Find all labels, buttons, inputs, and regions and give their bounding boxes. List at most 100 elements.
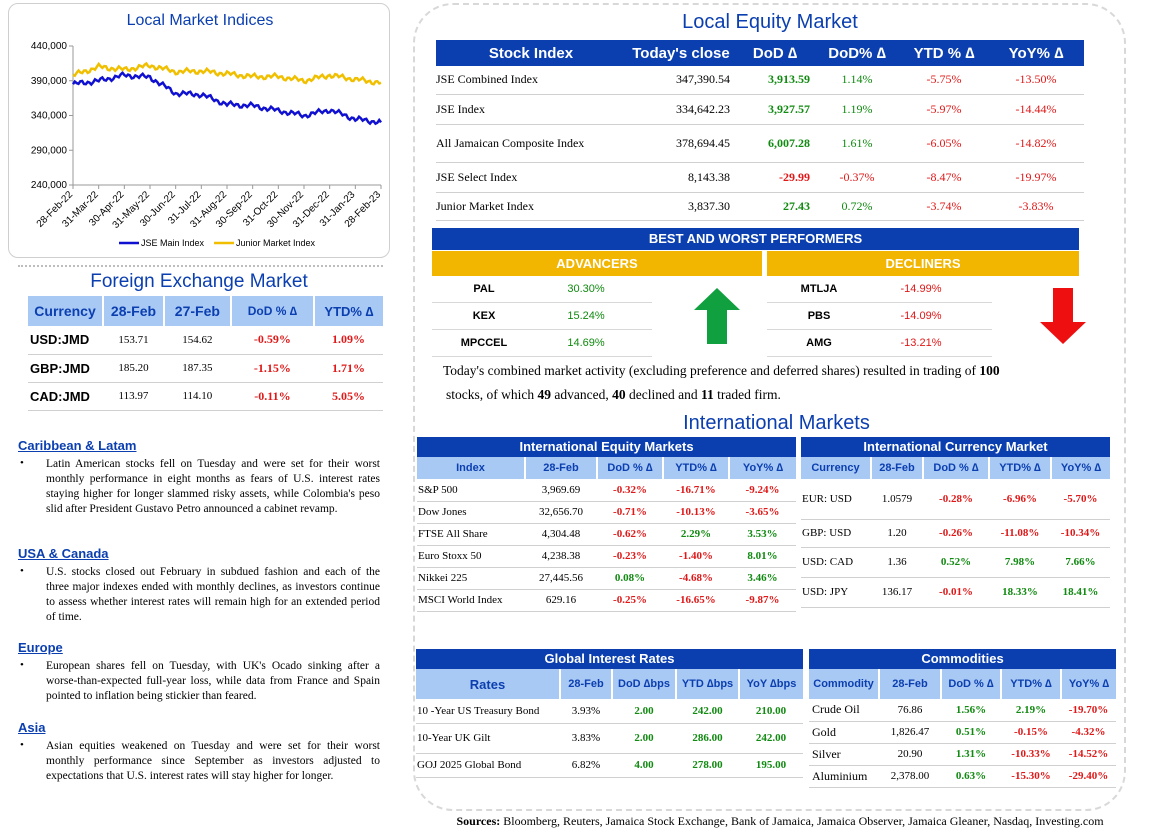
series-line-jse-main xyxy=(71,70,383,126)
rates-ytd: 242.00 xyxy=(676,699,739,724)
intl-currency-ytd: 18.33% xyxy=(989,577,1051,608)
news-bullet-row: • Asian equities weakened on Tuesday and … xyxy=(18,739,380,784)
intl-currency-dod: -0.26% xyxy=(923,519,989,548)
equity-ytd: -8.47% xyxy=(900,162,988,193)
rates-value: 3.83% xyxy=(560,723,612,754)
intl-currency-yoy: -5.70% xyxy=(1051,479,1110,520)
rates-ytd: 278.00 xyxy=(676,753,739,778)
rates-value: 3.93% xyxy=(560,699,612,724)
rates-header-rates: Rates xyxy=(416,669,561,699)
intl-currency-yoy: 7.66% xyxy=(1051,547,1110,578)
commodities-dod: 0.51% xyxy=(941,721,1001,744)
intl-currency-header-dod: DoD % ∆ xyxy=(923,457,990,479)
intl-equity-ytd: -10.13% xyxy=(663,501,729,524)
equity-dod: 6,007.28 xyxy=(736,124,814,163)
rates-table: Rates 28-Feb DoD ∆bps YTD ∆bps YoY ∆bps … xyxy=(416,669,803,778)
local-indices-panel: Local Market Indices 440,000 390,000 340,0… xyxy=(8,3,390,258)
commodities-value: 1,826.47 xyxy=(879,721,941,744)
equity-dodp: 1.14% xyxy=(814,66,900,95)
intl-equity-header-ytd: YTD% ∆ xyxy=(663,457,730,479)
intl-equity-yoy: 3.53% xyxy=(729,523,796,546)
news-heading[interactable]: Europe xyxy=(18,640,63,655)
intl-currency-table: Currency 28-Feb DoD % ∆ YTD% ∆ YoY% ∆ EU… xyxy=(801,457,1110,608)
commodities-value: 76.86 xyxy=(879,699,941,722)
commodities-dod: 1.56% xyxy=(941,699,1001,722)
news-heading[interactable]: USA & Canada xyxy=(18,546,109,561)
news-heading[interactable]: Asia xyxy=(18,720,46,735)
intl-currency-header-date: 28-Feb xyxy=(871,457,924,479)
equity-dod: 3,927.57 xyxy=(736,94,814,125)
intl-currency-name: USD: CAD xyxy=(801,547,871,578)
equity-header-ytd: YTD % ∆ xyxy=(913,44,975,62)
rates-dod: 2.00 xyxy=(612,699,676,724)
commodities-row: Silver 20.90 1.31% -10.33% -14.52% xyxy=(809,743,1116,766)
summary-text-1: Today's combined market activity (exclud… xyxy=(443,363,980,378)
intl-equity-header-dod: DoD % ∆ xyxy=(597,457,664,479)
intl-currency-title: International Currency Market xyxy=(801,437,1110,457)
commodities-header-dod: DoD % ∆ xyxy=(941,669,1002,699)
decliner-row: PBS -14.09% xyxy=(767,303,992,330)
decliners-list: MTLJA -14.99% PBS -14.09% AMG -13.21% xyxy=(767,276,992,357)
rates-value: 6.82% xyxy=(560,753,612,778)
intl-equity-header-index: Index xyxy=(417,457,526,479)
fx-row: CAD:JMD 113.97 114.10 -0.11% 5.05% xyxy=(28,382,383,410)
summary-text-5: traded firm. xyxy=(713,387,781,402)
summary-total: 100 xyxy=(979,363,1000,378)
intl-currency-value: 1.36 xyxy=(871,547,923,578)
decliner-symbol: AMG xyxy=(806,337,832,349)
equity-dod: 27.43 xyxy=(736,192,814,221)
advancers-list: PAL 30.30% KEX 15.24% MPCCEL 14.69% xyxy=(432,276,652,357)
fx-dod: -0.59% xyxy=(253,332,291,347)
equity-row: JSE Combined Index 347,390.54 3,913.59 1.14… xyxy=(436,66,1084,95)
fx-currency: GBP:JMD xyxy=(30,360,90,376)
market-summary: Today's combined market activity (exclud… xyxy=(440,359,1090,407)
commodities-name: Gold xyxy=(809,721,879,744)
intl-equity-dod: 0.08% xyxy=(597,567,663,590)
intl-equity-yoy: 3.46% xyxy=(729,567,796,590)
intl-equity-header-row: Index 28-Feb DoD % ∆ YTD% ∆ YoY% ∆ xyxy=(417,457,796,479)
up-arrow-icon xyxy=(694,288,740,344)
local-indices-chart: 440,000390,000340,000290,000240,00028-Fe… xyxy=(31,41,384,248)
commodities-name: Silver xyxy=(809,743,879,766)
decliner-row: MTLJA -14.99% xyxy=(767,276,992,303)
y-tick-label: 290,000 xyxy=(31,145,68,156)
intl-currency-header-ytd: YTD% ∆ xyxy=(989,457,1052,479)
intl-equity-ytd: -16.71% xyxy=(663,479,729,502)
commodities-yoy: -14.52% xyxy=(1061,743,1116,766)
equity-row: JSE Index 334,642.23 3,927.57 1.19% -5.97% -1… xyxy=(436,94,1084,125)
commodities-title: Commodities xyxy=(809,649,1116,669)
commodities-header-date: 28-Feb xyxy=(879,669,942,699)
equity-dodp: 1.61% xyxy=(814,124,900,163)
intl-equity-dod: -0.23% xyxy=(597,545,663,568)
fx-row: GBP:JMD 185.20 187.35 -1.15% 1.71% xyxy=(28,354,383,382)
intl-equity-yoy: -9.87% xyxy=(729,589,796,612)
summary-text-3: advanced, xyxy=(551,387,613,402)
advancer-row: MPCCEL 14.69% xyxy=(432,330,652,357)
summary-text-2: stocks, of which xyxy=(446,387,538,402)
fx-28feb: 153.71 xyxy=(118,333,149,346)
intl-currency-name: GBP: USD xyxy=(801,519,871,548)
decliners-label: DECLINERS xyxy=(767,251,1079,276)
commodities-yoy: -19.70% xyxy=(1061,699,1116,722)
summary-firm: 11 xyxy=(700,387,714,402)
news-body: U.S. stocks closed out February in subdu… xyxy=(46,566,380,623)
rates-dod: 4.00 xyxy=(612,753,676,778)
intl-currency-yoy: 18.41% xyxy=(1051,577,1110,608)
rates-header-ytd: YTD ∆bps xyxy=(676,669,740,699)
commodities-value: 2,378.00 xyxy=(879,765,941,788)
equity-header-dod: DoD ∆ xyxy=(752,44,798,62)
commodities-row: Crude Oil 76.86 1.56% 2.19% -19.70% xyxy=(809,699,1116,722)
fx-28feb: 113.97 xyxy=(118,390,149,402)
rates-row: GOJ 2025 Global Bond 6.82% 4.00 278.00 195.0… xyxy=(416,753,803,778)
equity-header-yoy: YoY% ∆ xyxy=(1008,44,1064,62)
news-heading[interactable]: Caribbean & Latam xyxy=(18,438,137,453)
fx-currency: CAD:JMD xyxy=(30,388,90,404)
equity-ytd: -3.74% xyxy=(900,192,988,221)
intl-equity-dod: -0.32% xyxy=(597,479,663,502)
equity-index-name: JSE Combined Index xyxy=(436,66,626,95)
equity-close: 378,694.45 xyxy=(626,124,736,163)
equity-index-name: Junior Market Index xyxy=(436,192,626,221)
intl-currency-yoy: -10.34% xyxy=(1051,519,1110,548)
commodities-row: Aluminium 2,378.00 0.63% -15.30% -29.40% xyxy=(809,765,1116,788)
rates-row: 10 -Year US Treasury Bond 3.93% 2.00 242.00… xyxy=(416,699,803,724)
